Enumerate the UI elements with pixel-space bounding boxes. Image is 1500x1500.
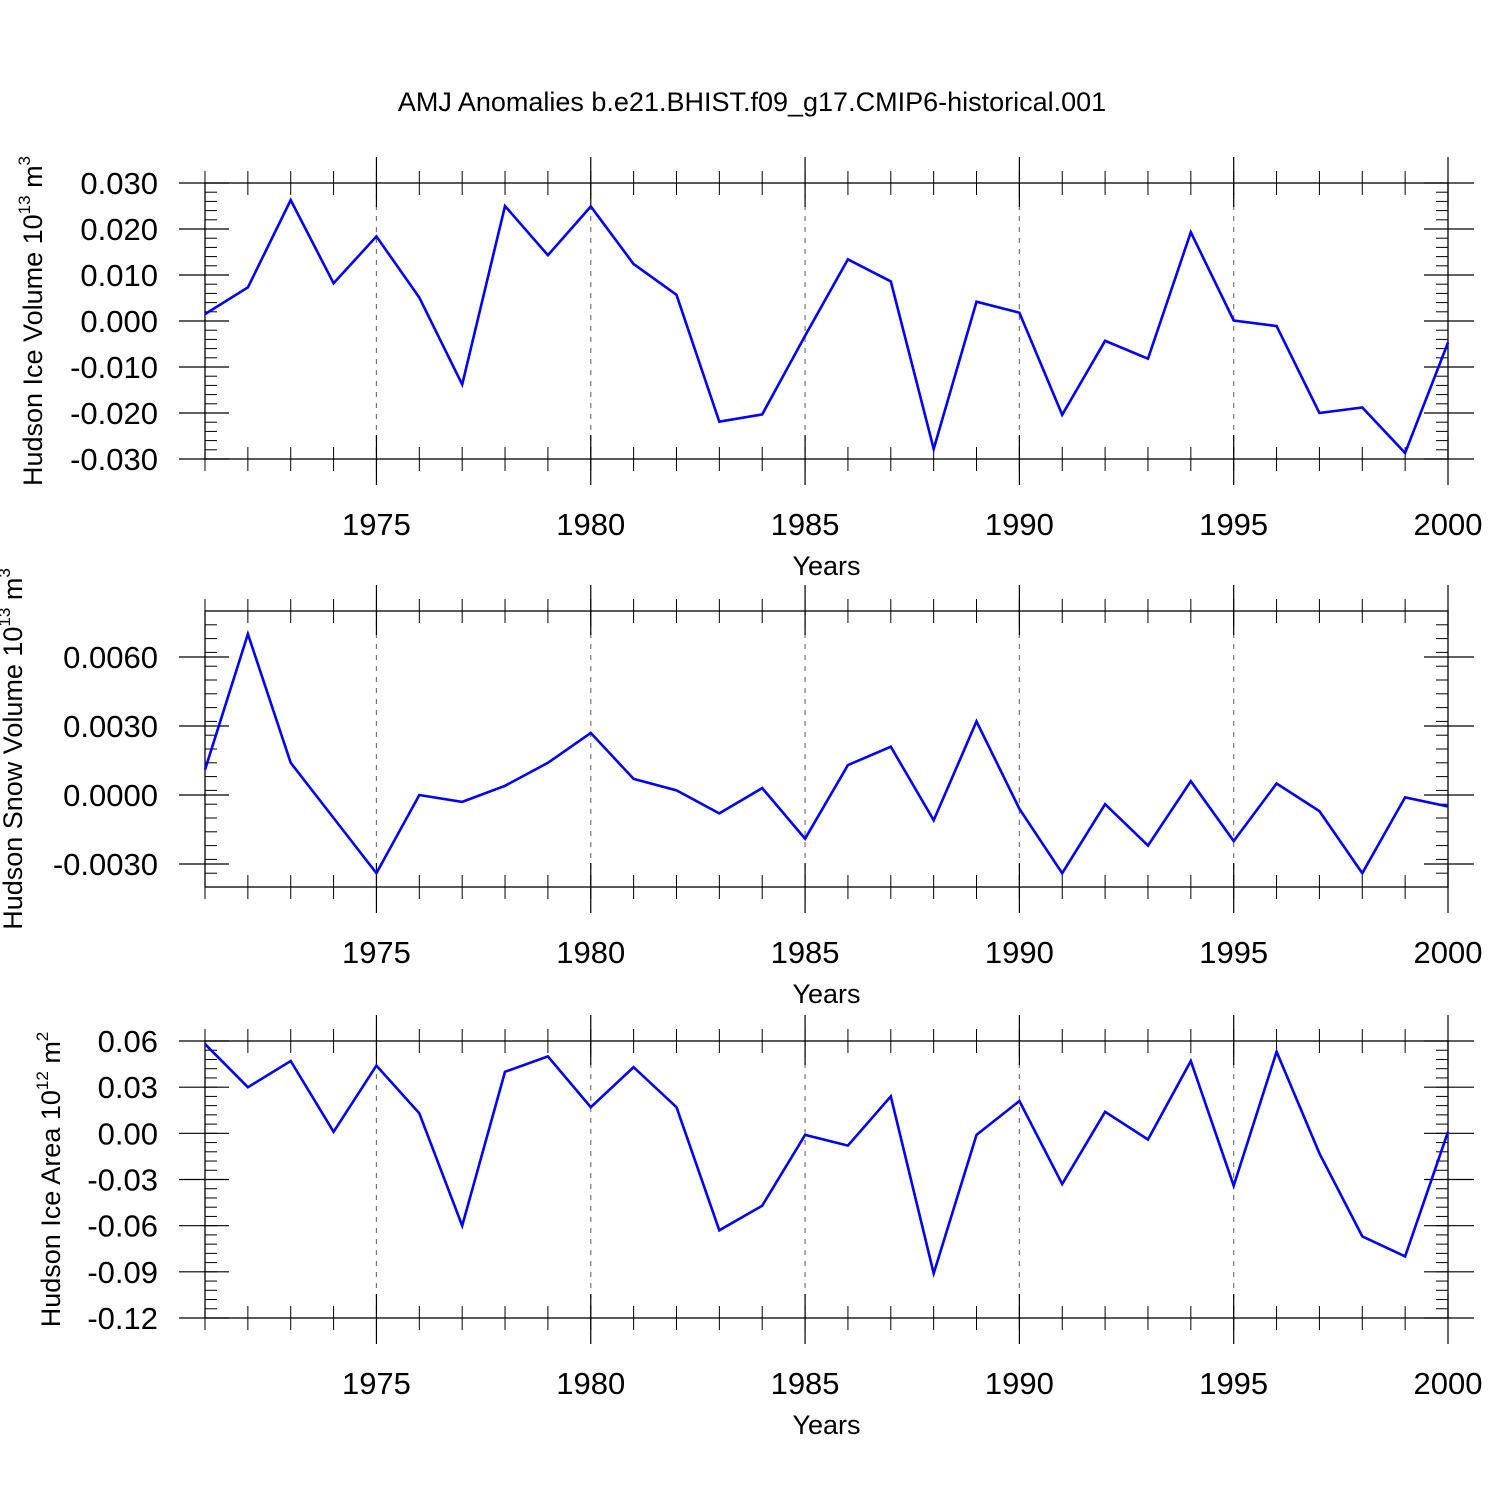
x-tick-label: 1975 bbox=[342, 935, 411, 970]
y-axis-title-superscript: 13 bbox=[15, 195, 34, 214]
y-tick-label: 0.0030 bbox=[63, 709, 158, 744]
y-tick-label: 0.030 bbox=[80, 166, 158, 201]
chart-panels: 0.030 0.020 0.010 0.000 -0.010 -0.020 -0.030 19… bbox=[0, 156, 1482, 1440]
y-axis-title: Hudson Ice Area 1012 m2 bbox=[33, 1032, 66, 1328]
chart-title: AMJ Anomalies b.e21.BHIST.f09_g17.CMIP6-… bbox=[398, 87, 1106, 117]
y-tick-label: 0.000 bbox=[80, 304, 158, 339]
y-axis-title: Hudson Snow Volume 1013 m3 bbox=[0, 568, 28, 930]
x-tick-label: 1985 bbox=[771, 935, 840, 970]
series-line bbox=[204, 197, 1450, 456]
y-tick-label: 0.03 bbox=[98, 1070, 158, 1105]
y-tick-label: 0.010 bbox=[80, 258, 158, 293]
y-tick-label: -0.020 bbox=[70, 396, 158, 431]
x-tick-label: 1990 bbox=[985, 507, 1054, 542]
series-line bbox=[204, 1043, 1450, 1279]
x-tick-label: 1990 bbox=[985, 935, 1054, 970]
y-tick-label: -0.03 bbox=[87, 1163, 158, 1198]
x-tick-label: 1995 bbox=[1199, 1366, 1268, 1401]
x-tick-label: 1995 bbox=[1199, 935, 1268, 970]
x-axis-title: Years bbox=[792, 979, 860, 1009]
y-axis-title-part: m bbox=[18, 165, 48, 195]
plot-frame bbox=[204, 610, 1449, 888]
series-line bbox=[203, 629, 1449, 876]
x-tick-label: 2000 bbox=[1414, 1366, 1483, 1401]
y-axis-title-superscript: 3 bbox=[0, 568, 14, 577]
x-tick-label: 1990 bbox=[985, 1366, 1054, 1401]
y-axis-title-part: Hudson Ice Volume 10 bbox=[18, 214, 48, 486]
x-tick-label: 1980 bbox=[556, 507, 625, 542]
y-tick-label: -0.09 bbox=[87, 1255, 158, 1290]
x-tick-label: 1975 bbox=[342, 1366, 411, 1401]
panel-snow-volume: 0.0060 0.0030 0.0000 -0.0030 1975 1980 1985 199… bbox=[0, 568, 1482, 1009]
y-axis-title-part: m bbox=[0, 578, 28, 608]
y-tick-label: 0.0060 bbox=[63, 640, 158, 675]
x-tick-label: 1980 bbox=[556, 1366, 625, 1401]
y-tick-label: -0.12 bbox=[87, 1301, 158, 1336]
y-axis-title-superscript: 2 bbox=[33, 1032, 52, 1041]
panel-ice-area: 0.06 0.03 0.00 -0.03 -0.06 -0.09 -0.12 1975 1980… bbox=[33, 1015, 1482, 1440]
y-tick-label: -0.0030 bbox=[53, 847, 158, 882]
x-tick-label: 2000 bbox=[1414, 935, 1483, 970]
y-tick-label: -0.010 bbox=[70, 350, 158, 385]
y-axis-title-part: m bbox=[36, 1041, 66, 1071]
x-tick-label: 1985 bbox=[771, 507, 840, 542]
x-tick-label: 2000 bbox=[1414, 507, 1483, 542]
y-tick-label: -0.030 bbox=[70, 442, 158, 477]
x-tick-label: 1995 bbox=[1199, 507, 1268, 542]
x-tick-label: 1985 bbox=[771, 1366, 840, 1401]
y-tick-label: 0.0000 bbox=[63, 778, 158, 813]
y-tick-label: 0.020 bbox=[80, 212, 158, 247]
y-tick-label: 0.00 bbox=[98, 1116, 158, 1151]
x-tick-label: 1975 bbox=[342, 507, 411, 542]
y-axis-title-superscript: 12 bbox=[33, 1071, 52, 1090]
x-tick-label: 1980 bbox=[556, 935, 625, 970]
plot-frame bbox=[204, 182, 1449, 460]
x-axis-title: Years bbox=[792, 1410, 860, 1440]
y-axis-title: Hudson Ice Volume 1013 m3 bbox=[15, 156, 48, 486]
y-tick-label: 0.06 bbox=[98, 1024, 158, 1059]
x-axis-title: Years bbox=[792, 551, 860, 581]
plot-frame bbox=[204, 1040, 1449, 1319]
y-axis-title-part: Hudson Snow Volume 10 bbox=[0, 627, 28, 930]
y-axis-title-superscript: 3 bbox=[15, 156, 34, 165]
y-axis-title-part: Hudson Ice Area 10 bbox=[36, 1090, 66, 1327]
y-axis-title-superscript: 13 bbox=[0, 608, 14, 627]
y-tick-label: -0.06 bbox=[87, 1209, 158, 1244]
panel-ice-volume: 0.030 0.020 0.010 0.000 -0.010 -0.020 -0.030 19… bbox=[15, 156, 1482, 581]
